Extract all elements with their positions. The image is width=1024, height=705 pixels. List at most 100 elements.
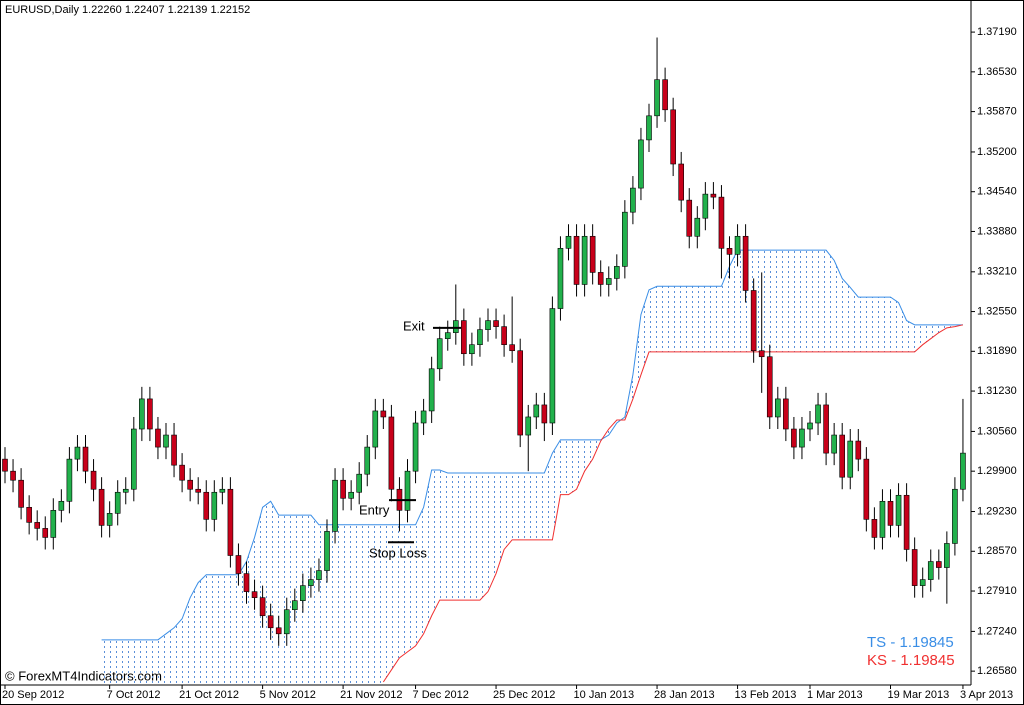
- candle-body: [750, 290, 757, 352]
- candle-body: [847, 440, 854, 478]
- candle-body: [541, 404, 548, 424]
- candle-body: [300, 585, 306, 601]
- candle-body: [98, 488, 105, 526]
- candle-body: [211, 491, 218, 520]
- y-tick-label: 1.35870: [977, 106, 1017, 118]
- candle-body: [227, 488, 234, 556]
- candle-body: [10, 470, 16, 481]
- candle-body: [758, 350, 765, 358]
- candle-body: [622, 211, 628, 267]
- candle-body: [597, 272, 604, 285]
- candle-body: [710, 193, 717, 198]
- candle-body: [823, 404, 829, 454]
- candle-body: [533, 404, 540, 418]
- candle-body: [952, 488, 958, 544]
- candle-body: [678, 163, 685, 201]
- x-tick-label: 21 Oct 2012: [179, 689, 239, 701]
- candle-body: [340, 479, 346, 499]
- candle-body: [839, 434, 846, 478]
- candle-body: [26, 507, 32, 523]
- ichimoku-line: [101, 249, 963, 641]
- y-tick-label: 1.32550: [977, 305, 1017, 317]
- candle-body: [815, 404, 821, 424]
- candle-body: [356, 473, 363, 493]
- candle-body: [364, 446, 371, 475]
- y-tick-label: 1.37190: [977, 26, 1017, 38]
- candle-body: [766, 356, 773, 418]
- candle-body: [774, 398, 781, 418]
- y-tick-label: 1.30560: [977, 425, 1017, 437]
- candle-body: [348, 491, 354, 499]
- candle-body: [646, 115, 652, 141]
- candle-body: [404, 470, 411, 511]
- x-tick-label: 1 Mar 2013: [807, 689, 863, 701]
- candle-body: [831, 434, 837, 454]
- candle-body: [501, 326, 507, 345]
- indicator-label: TS - 1.19845: [867, 634, 954, 651]
- candle-body: [2, 458, 8, 472]
- x-tick-label: 7 Oct 2012: [107, 689, 161, 701]
- y-tick-label: 1.33880: [977, 225, 1017, 237]
- x-tick-label: 21 Nov 2012: [340, 689, 402, 701]
- candle-body: [589, 235, 596, 273]
- x-tick-label: 25 Dec 2012: [493, 689, 555, 701]
- candle-body: [444, 332, 451, 339]
- candle-body: [863, 458, 870, 520]
- candle-body: [243, 573, 250, 592]
- candle-body: [517, 350, 524, 436]
- candle-body: [791, 428, 797, 448]
- candle-body: [267, 615, 274, 629]
- candle-body: [742, 235, 749, 291]
- candle-body: [324, 531, 330, 571]
- x-tick-label: 13 Feb 2013: [735, 689, 797, 701]
- annotation: Stop Loss: [369, 545, 427, 560]
- candle-body: [469, 344, 475, 355]
- candle-body: [477, 329, 483, 345]
- candle-body: [493, 320, 499, 327]
- candle-body: [66, 458, 73, 502]
- candle-body: [911, 549, 918, 586]
- candle-body: [630, 187, 636, 213]
- candle-body: [452, 320, 459, 333]
- candle-body: [935, 561, 942, 568]
- x-tick-label: 3 Apr 2013: [960, 689, 1013, 701]
- candle-body: [179, 464, 185, 481]
- y-tick-label: 1.29230: [977, 505, 1017, 517]
- candle-body: [74, 446, 81, 460]
- candle-body: [235, 555, 242, 574]
- candle-body: [557, 248, 564, 309]
- candle-body: [106, 513, 113, 526]
- x-tick-label: 28 Jan 2013: [654, 689, 715, 701]
- candle-body: [187, 479, 193, 490]
- candle-body: [887, 500, 894, 526]
- candle-body: [895, 494, 902, 526]
- y-tick-label: 1.27910: [977, 585, 1017, 597]
- candle-body: [726, 248, 733, 255]
- y-tick-label: 1.36530: [977, 66, 1017, 78]
- candle-body: [944, 543, 950, 568]
- candle-body: [50, 510, 57, 538]
- candle-body: [670, 109, 676, 165]
- candle-body: [34, 522, 41, 529]
- candle-body: [694, 217, 701, 237]
- annotation: Entry: [359, 502, 390, 517]
- candle-body: [420, 410, 427, 424]
- candle-body: [605, 278, 612, 285]
- candle-body: [412, 422, 419, 472]
- candle-body: [139, 398, 145, 430]
- candle-body: [122, 488, 129, 493]
- candle-body: [807, 422, 813, 430]
- candle-body: [734, 235, 741, 255]
- candle-body: [203, 491, 210, 520]
- candle-body: [275, 627, 282, 635]
- y-tick-label: 1.35200: [977, 146, 1017, 158]
- x-tick-label: 7 Dec 2012: [413, 689, 469, 701]
- candle-body: [42, 528, 49, 538]
- candle-body: [573, 235, 580, 285]
- candle-body: [855, 440, 862, 460]
- candle-body: [581, 235, 588, 285]
- candle-body: [283, 609, 290, 635]
- candle-body: [18, 479, 24, 508]
- candle-body: [388, 416, 395, 490]
